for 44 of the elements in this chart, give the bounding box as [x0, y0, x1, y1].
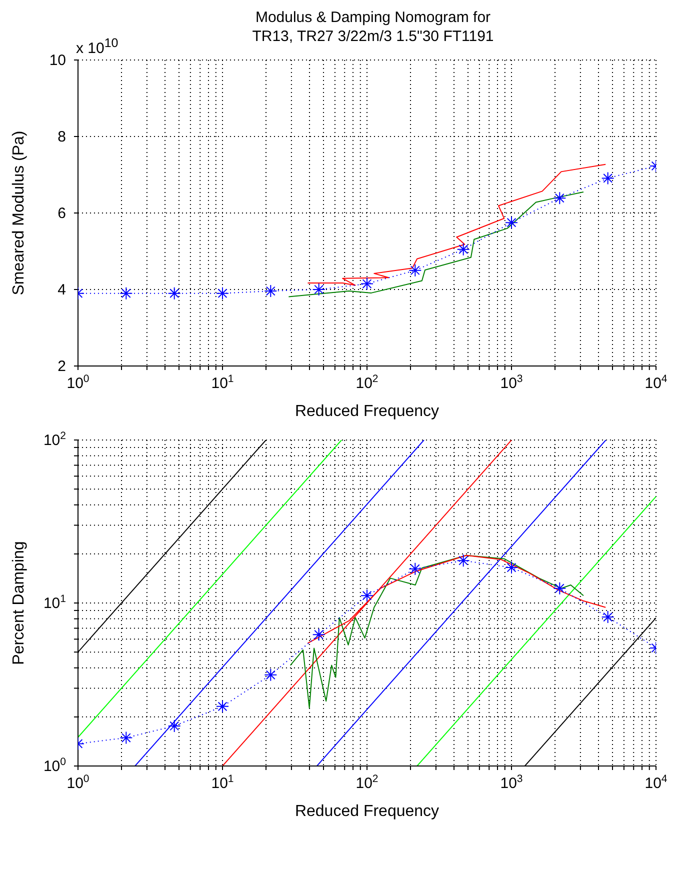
- point: [168, 719, 181, 732]
- point: [168, 286, 181, 300]
- x-tick-label: 10$^{1}$: [211, 373, 234, 392]
- point: [264, 668, 278, 682]
- point: [120, 286, 133, 300]
- y-tick-label: 2: [58, 358, 66, 375]
- y-tick-label: 6: [58, 205, 66, 222]
- point: [601, 610, 614, 624]
- y-tick-label: 10$^{0}$: [43, 756, 66, 775]
- point: [216, 700, 229, 713]
- x-tick-label: 10$^{2}$: [356, 373, 378, 392]
- text: x 10$^{10}$: [76, 36, 118, 57]
- point: [264, 284, 278, 298]
- x-tick-label: 10$^{3}$: [500, 373, 523, 392]
- x-axis-title: Reduced Frequency: [294, 803, 440, 820]
- point: [505, 216, 518, 230]
- point: [553, 582, 566, 595]
- x-tick-label: 10$^{1}$: [211, 773, 234, 792]
- point: [553, 192, 566, 205]
- point: [312, 628, 326, 642]
- chart-title: Modulus & Damping Nomogram for TR13, TR27 3/22m/3 1.5"30 FT1191: [252, 9, 494, 45]
- point: [216, 286, 229, 300]
- point: [456, 242, 470, 256]
- x-tick-label: 10$^{4}$: [644, 373, 668, 392]
- point: [505, 561, 518, 574]
- x-tick-label: 10$^{3}$: [500, 773, 523, 792]
- point: [408, 562, 422, 576]
- point: [360, 277, 374, 290]
- y-tick-label: 8: [58, 128, 66, 146]
- point: [456, 554, 470, 568]
- x-axis-title: Reduced Frequency: [294, 403, 440, 420]
- y-axis-title: Smeared Modulus (Pa): [10, 130, 28, 296]
- y-axis-title: Percent Damping: [10, 541, 28, 665]
- point: [360, 589, 374, 602]
- y-tick-label: 10$^{1}$: [43, 593, 66, 612]
- point: [312, 283, 326, 296]
- point: [601, 172, 614, 185]
- y-tick-label: 4: [58, 282, 66, 298]
- x-tick-label: 10$^{2}$: [356, 773, 378, 792]
- y-tick-label: 10: [49, 52, 66, 69]
- x-tick-label: 10$^{4}$: [644, 773, 668, 792]
- y-tick-label: 10$^{2}$: [43, 430, 66, 449]
- point: [408, 264, 422, 277]
- point: [120, 731, 133, 744]
